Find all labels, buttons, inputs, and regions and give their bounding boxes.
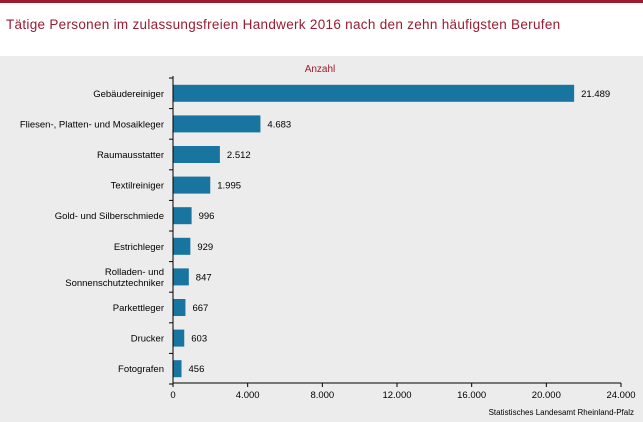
bar — [173, 146, 220, 163]
value-label: 2.512 — [227, 150, 251, 161]
bar — [173, 360, 182, 378]
chart-title: Tätige Personen im zulassungsfreien Hand… — [6, 17, 561, 32]
chart-area: Anzahl Gebäudereiniger 21.489 Fliesen-, Pla… — [0, 56, 643, 422]
value-label: 996 — [199, 211, 215, 222]
bar — [173, 207, 192, 225]
category-label: Fotografen — [118, 364, 164, 375]
x-tick-label: 4.000 — [236, 390, 260, 401]
x-tick-label: 24.000 — [606, 390, 635, 401]
value-label: 929 — [197, 242, 213, 253]
category-label: Parkettleger — [113, 303, 164, 314]
value-label: 456 — [189, 364, 205, 375]
value-label: 847 — [196, 272, 212, 283]
category-label: Drucker — [131, 334, 164, 345]
category-label: Fliesen-, Platten- und Mosaikleger — [20, 119, 164, 130]
category-label: Textilreiniger — [111, 181, 164, 192]
bar — [173, 237, 191, 255]
category-label: Rolladen- und Sonnenschutztechniker — [65, 267, 164, 289]
source-label: Statistisches Landesamt Rheinland-Pfalz — [489, 408, 634, 417]
bar — [173, 115, 261, 133]
bar — [173, 329, 185, 347]
chart-header: Tätige Personen im zulassungsfreien Hand… — [0, 3, 643, 53]
x-tick-label: 16.000 — [457, 390, 486, 401]
x-tick-label: 0 — [170, 390, 175, 401]
x-tick-label: 20.000 — [532, 390, 561, 401]
value-label: 21.489 — [581, 89, 610, 100]
x-tick-label: 8.000 — [310, 390, 334, 401]
unit-label: Anzahl — [305, 64, 336, 75]
bar-chart: Anzahl Gebäudereiniger 21.489 Fliesen-, Pla… — [20, 64, 636, 417]
x-tick-label: 12.000 — [382, 390, 411, 401]
bar — [173, 268, 189, 286]
category-label: Gold- und Silberschmiede — [55, 211, 164, 222]
value-label: 1.995 — [217, 181, 241, 192]
category-label: Estrichleger — [114, 242, 164, 253]
bar — [173, 84, 575, 102]
value-label: 603 — [191, 334, 207, 345]
category-label: Raumausstatter — [97, 150, 164, 161]
top-accent-line — [0, 0, 643, 3]
bar — [173, 176, 211, 194]
bar — [173, 299, 186, 316]
value-label: 4.683 — [267, 119, 291, 130]
value-label: 667 — [192, 303, 208, 314]
category-label: Gebäudereiniger — [93, 89, 164, 100]
